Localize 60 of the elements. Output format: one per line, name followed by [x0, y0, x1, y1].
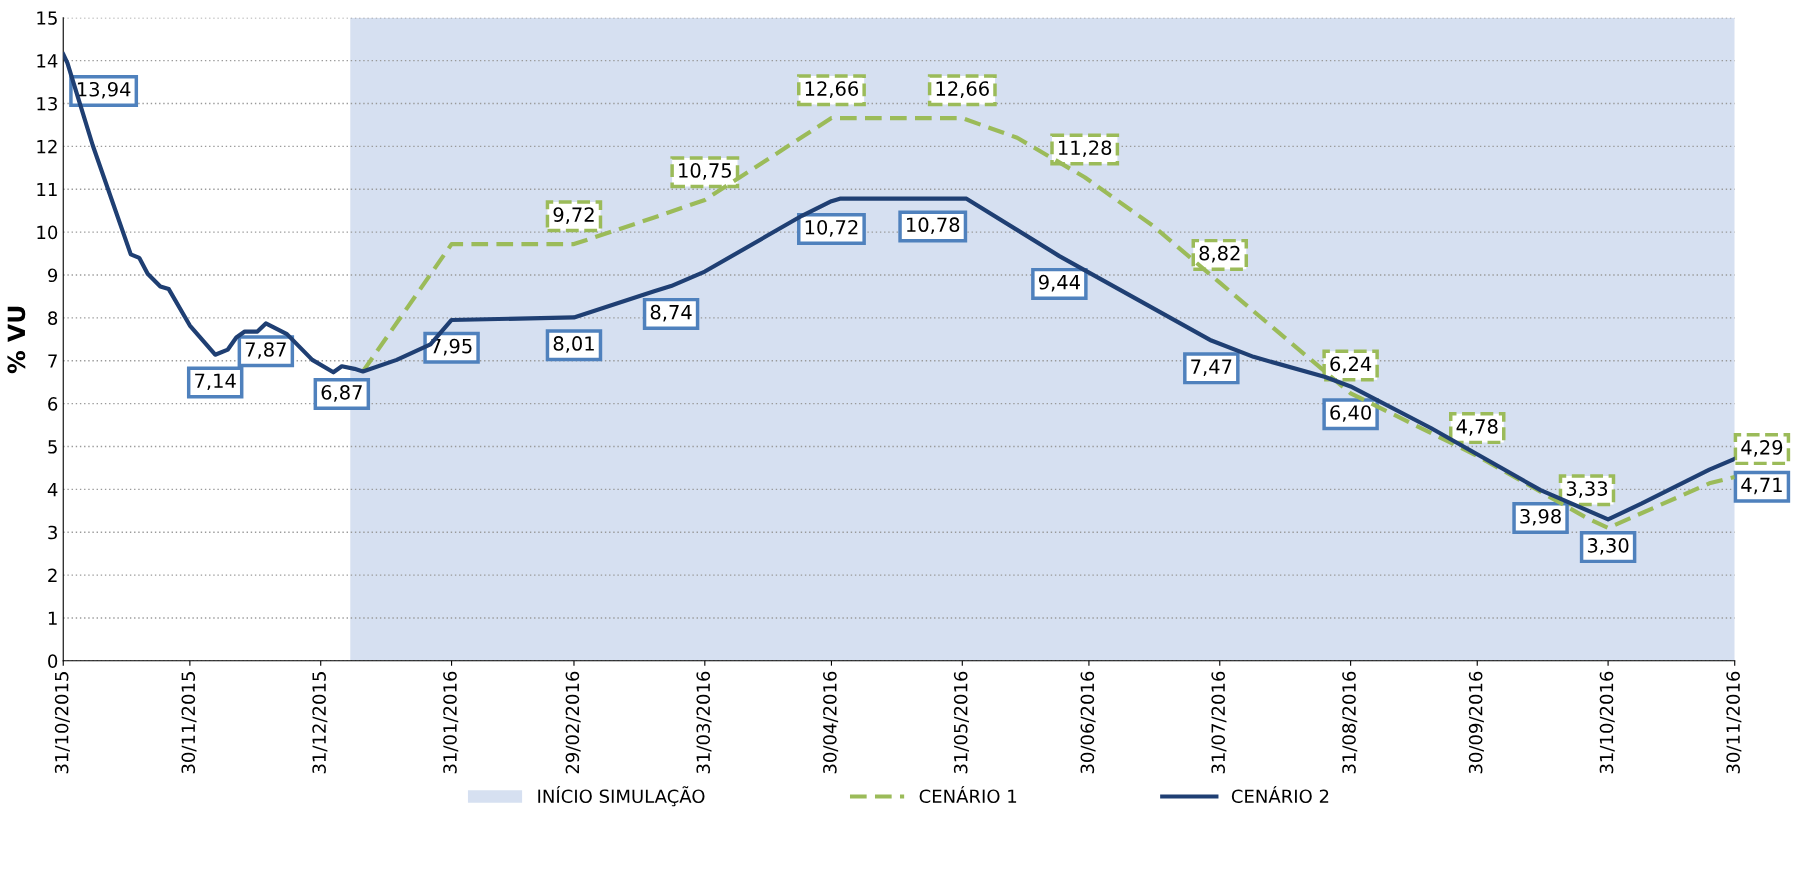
y-tick-label: 14: [37, 54, 58, 68]
y-tick-label: 8: [48, 311, 58, 325]
data-label: 11,28: [1059, 140, 1112, 158]
x-tick-label: 30/06/2016: [1080, 671, 1096, 774]
data-label: 7,95: [431, 338, 472, 356]
data-label: 12,66: [805, 81, 859, 98]
data-label: 3,98: [1520, 508, 1561, 526]
data-label: 10,72: [805, 219, 858, 237]
legend-label: INÍCIO SIMULAÇÃO: [538, 786, 705, 807]
data-label: 8,01: [553, 336, 594, 353]
data-label: 9,72: [553, 207, 594, 224]
x-tick-label: 30/11/2016: [1726, 671, 1742, 774]
data-label: 4,71: [1741, 477, 1782, 495]
y-tick-label: 7: [48, 354, 57, 368]
data-label: 7,47: [1191, 359, 1232, 376]
y-tick-label: 2: [48, 568, 57, 582]
line-series: [360, 115, 1735, 530]
x-tick-label: 30/09/2016: [1468, 671, 1484, 774]
legend-label: CENÁRIO 2: [1231, 786, 1329, 804]
y-tick-label: 1: [48, 611, 57, 625]
data-label: 12,66: [936, 81, 989, 98]
y-tick-label: 12: [37, 139, 57, 154]
x-tick-label: 31/10/2016: [1599, 671, 1615, 774]
data-label: 4,78: [1456, 419, 1498, 436]
y-tick-label: 5: [48, 440, 57, 454]
x-tick-label: 30/11/2015: [181, 672, 197, 774]
x-tick-label: 30/04/2016: [823, 671, 839, 774]
data-label: 8,74: [650, 304, 692, 322]
data-label: 6,24: [1330, 356, 1372, 374]
data-label: 6,87: [321, 385, 362, 402]
data-label: 3,30: [1587, 538, 1629, 555]
data-label: 10,75: [679, 163, 731, 180]
data-label: 8,82: [1199, 245, 1240, 263]
x-tick-label: 31/05/2016: [953, 671, 969, 774]
data-label: 10,78: [907, 217, 960, 235]
x-tick-label: 31/01/2016: [443, 671, 459, 774]
y-tick-label: 10: [37, 225, 58, 240]
x-tick-label: 31/08/2016: [1342, 671, 1358, 774]
x-tick-label: 31/03/2016: [696, 671, 712, 774]
data-label: 9,44: [1038, 274, 1080, 292]
legend-label: CENÁRIO 1: [919, 786, 1017, 804]
y-axis-title: % VU: [7, 306, 26, 374]
data-label: 7,14: [195, 373, 236, 391]
data-label: 6,40: [1330, 405, 1371, 422]
y-tick-label: 13: [37, 96, 57, 111]
data-label: 13,94: [77, 81, 131, 99]
data-label: 3,33: [1566, 481, 1608, 498]
x-tick-label: 29/02/2016: [565, 671, 581, 774]
y-tick-label: 11: [37, 182, 57, 197]
data-label: 4,29: [1741, 440, 1783, 457]
y-tick-label: 4: [47, 483, 58, 497]
y-tick-label: 6: [48, 397, 58, 411]
y-tick-label: 15: [37, 11, 57, 25]
x-tick-label: 31/12/2015: [312, 672, 328, 774]
y-tick-label: 0: [48, 654, 58, 668]
x-tick-label: 31/10/2015: [54, 672, 70, 774]
x-tick-label: 31/07/2016: [1211, 671, 1227, 774]
y-tick-label: 3: [48, 525, 57, 540]
y-tick-label: 9: [48, 268, 58, 283]
data-label: 7,87: [245, 342, 286, 359]
